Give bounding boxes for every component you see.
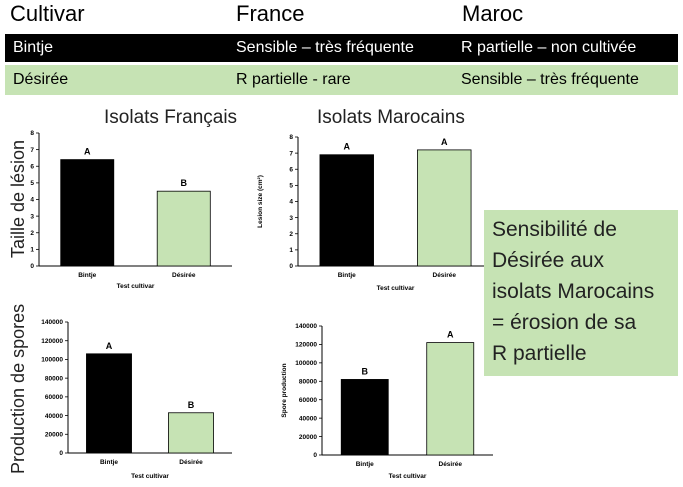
- cell-bintje-name: Bintje: [13, 39, 54, 56]
- y-tick-label: 2: [30, 230, 34, 237]
- header-cultivar: Cultivar: [10, 1, 85, 26]
- table-row-bintje: Bintje Sensible – très fréquente R parti…: [5, 34, 678, 62]
- y-tick-label: 7: [289, 150, 293, 157]
- y-tick-label: 3: [30, 213, 34, 220]
- bar-bintje: [60, 159, 115, 267]
- y-tick-label: 140000: [295, 323, 317, 330]
- bar-desiree: [417, 149, 472, 267]
- bar-desiree: [156, 190, 211, 267]
- y-tick-label: 40000: [45, 413, 63, 420]
- y-tick-label: 5: [30, 180, 34, 187]
- bar-bintje: [86, 353, 132, 454]
- title-isolats-marocains: Isolats Marocains: [317, 107, 465, 128]
- y-tick-label: 40000: [299, 415, 317, 422]
- y-tick-label: 0: [59, 450, 63, 457]
- bar-desiree: [426, 342, 475, 456]
- header-maroc: Maroc: [462, 1, 524, 26]
- x-axis-label: Test cultivar: [377, 285, 415, 292]
- y-tick-label: 80000: [299, 378, 317, 385]
- y-tick-label: 8: [289, 134, 293, 141]
- significance-letter: A: [84, 147, 91, 157]
- x-tick-label: Bintje: [100, 459, 118, 466]
- y-tick-label: 20000: [45, 431, 63, 438]
- y-tick-label: 60000: [45, 394, 63, 401]
- y-tick-label: 140000: [41, 319, 63, 326]
- title-isolats-francais: Isolats Français: [104, 107, 238, 128]
- y-tick-label: 60000: [299, 397, 317, 404]
- y-tick-label: 0: [313, 452, 317, 459]
- y-tick-label: 4: [30, 197, 34, 204]
- significance-letter: A: [106, 341, 113, 351]
- significance-letter: A: [344, 142, 351, 152]
- y-tick-label: 6: [30, 163, 34, 170]
- y-tick-label: 20000: [299, 434, 317, 441]
- y-tick-label: 120000: [41, 338, 63, 345]
- cell-desiree-france: R partielle - rare: [236, 71, 351, 88]
- y-tick-label: 7: [30, 147, 34, 154]
- y-tick-label: 1: [30, 247, 34, 254]
- x-tick-label: Bintje: [78, 272, 96, 279]
- x-axis-label: Test cultivar: [389, 473, 427, 480]
- y-axis-label: Lesion size (cm²): [257, 175, 264, 228]
- table-row-desiree: Désirée R partielle - rare Sensible – tr…: [5, 65, 678, 95]
- x-tick-label: Bintje: [356, 461, 374, 468]
- y-tick-label: 1: [289, 247, 293, 254]
- y-axis-label: Spore production: [281, 363, 288, 417]
- y-tick-label: 6: [289, 166, 293, 173]
- x-tick-label: Désirée: [179, 459, 203, 466]
- cell-bintje-france: Sensible – très fréquente: [236, 39, 414, 56]
- significance-letter: A: [447, 330, 454, 340]
- y-tick-label: 0: [30, 263, 34, 270]
- x-axis-label: Test cultivar: [117, 283, 155, 290]
- x-tick-label: Désirée: [433, 272, 457, 279]
- y-tick-label: 2: [289, 231, 293, 238]
- y-tick-label: 5: [289, 183, 293, 190]
- cell-desiree-name: Désirée: [13, 71, 69, 88]
- cell-bintje-maroc: R partielle – non cultivée: [461, 39, 637, 56]
- x-axis-label: Test cultivar: [131, 473, 169, 480]
- y-tick-label: 100000: [295, 360, 317, 367]
- y-tick-label: 100000: [41, 357, 63, 364]
- bar-desiree: [168, 412, 214, 454]
- callout-conclusion: Sensibilité de Désirée aux isolats Maroc…: [484, 210, 678, 376]
- significance-letter: B: [362, 366, 369, 376]
- x-tick-label: Désirée: [172, 272, 196, 279]
- significance-letter: B: [188, 400, 195, 410]
- x-tick-label: Désirée: [439, 461, 463, 468]
- y-tick-label: 3: [289, 215, 293, 222]
- y-tick-label: 80000: [45, 375, 63, 382]
- bar-bintje: [340, 379, 389, 456]
- cell-desiree-maroc: Sensible – très fréquente: [461, 71, 639, 88]
- y-tick-label: 8: [30, 130, 34, 137]
- y-tick-label: 4: [289, 199, 293, 206]
- y-tick-label: 120000: [295, 342, 317, 349]
- x-tick-label: Bintje: [338, 272, 356, 279]
- y-tick-label: 0: [289, 263, 293, 270]
- significance-letter: A: [441, 137, 448, 147]
- table-header: Cultivar France Maroc: [0, 0, 683, 30]
- bar-bintje: [319, 154, 374, 267]
- header-france: France: [236, 1, 305, 26]
- significance-letter: B: [181, 178, 188, 188]
